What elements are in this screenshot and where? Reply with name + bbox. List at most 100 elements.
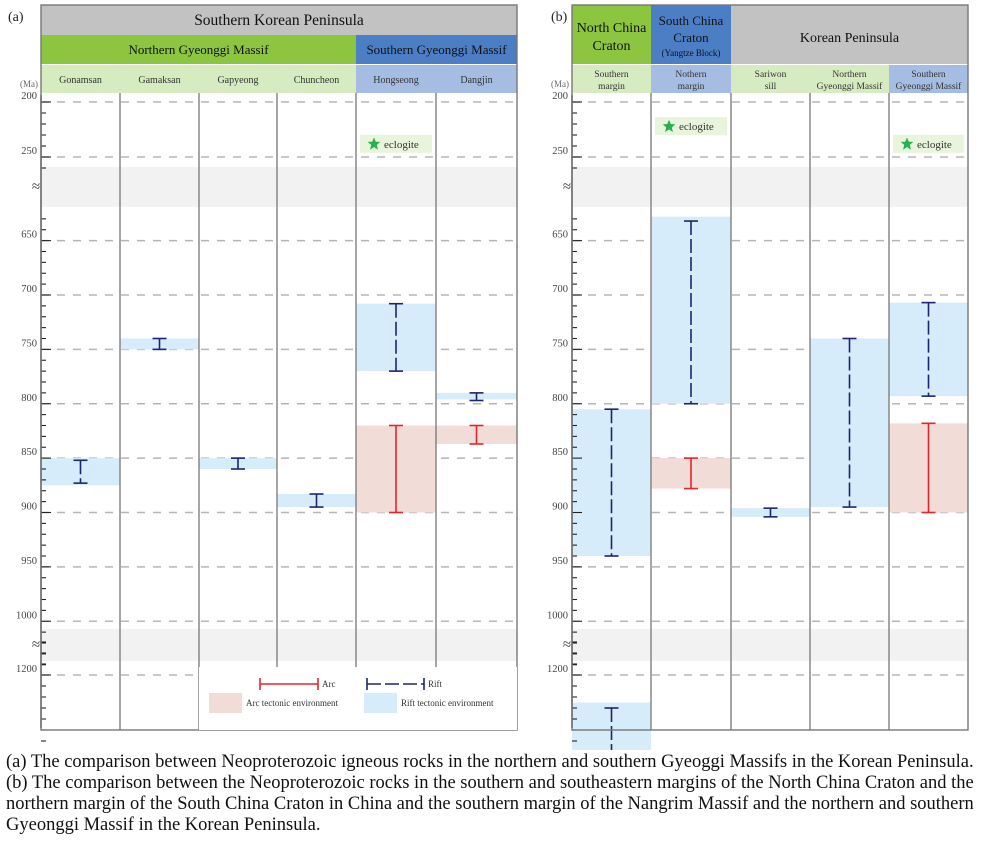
y-tick-label: 950 [552,556,568,567]
y-tick-label: 800 [552,393,568,404]
column-header: Hongseong [373,75,419,86]
y-unit-label: (Ma) [20,79,38,89]
axis-break-band [41,629,517,661]
column-header-line2: margin [598,82,625,92]
column-header: Gapyeong [217,75,258,86]
eclogite-label: eclogite [679,121,714,133]
group-header-line2: Craton [592,39,630,54]
legend-bg [199,667,517,730]
y-tick-label: 800 [21,393,37,404]
panel-label: (a) [8,10,24,25]
rift-range-bar [604,707,619,750]
column-header-bg [731,65,810,93]
y-tick-label: 850 [552,447,568,458]
column-header-line2: margin [678,82,705,92]
eclogite-box [360,134,432,153]
y-tick-label: 850 [21,447,37,458]
arc-range-bar [389,424,403,514]
eclogite-label: eclogite [917,139,952,151]
eclogite-label: eclogite [384,139,419,151]
group-header: Southern Gyeonggi Massif [366,42,507,57]
rift-range-bar [231,457,245,470]
column-header-line1: Nothern [675,70,706,80]
column-header-line2: Gyeonggi Massif [817,81,884,92]
arc-range-bar [684,457,698,490]
panel-frame [571,4,969,731]
eclogite-box [893,134,964,153]
rift-range-bar [684,220,698,405]
column-header-line1: Southern [594,70,629,80]
group-header-bg [41,35,356,64]
legend-rift-env-label: Rift tectonic environment [401,698,494,708]
column-header-line2: sill [765,82,777,92]
column-header-bg [120,65,199,93]
y-tick-label: 1000 [547,610,568,621]
column-header-bg [889,65,968,93]
y-tick-label: 650 [21,230,37,241]
column-header-line1: Northern [832,70,867,80]
column-header-bg [199,65,277,93]
rift-range-bar [469,392,484,402]
y-tick-label: 700 [552,284,568,295]
column-header-bg [572,65,651,93]
y-tick-label: 1200 [547,664,568,675]
column-header-line1: Sariwon [755,70,787,80]
column-header-bg [651,65,731,93]
group-header-line2: Craton [673,30,709,45]
y-tick-label: 900 [552,502,568,513]
legend: Arc Rift Arc tectonic environment Rift tect… [199,667,517,730]
rift-range-bar [921,301,936,397]
legend-rift-env-swatch [364,693,397,713]
y-tick-label: 250 [21,146,37,157]
group-header-bg [572,5,651,64]
column-header: Dangjin [460,75,492,86]
column-header-bg [810,65,889,93]
eclogite-box [655,117,727,136]
group-header-line1: North China [577,21,647,36]
rift-range-bar [763,507,778,518]
rift-range-bar [389,302,403,372]
y-tick-label: 1000 [16,610,37,621]
y-tick-label: 200 [552,91,568,102]
column-header-bg [436,65,517,93]
rift-range-bar [73,459,88,484]
column-header-bg [41,65,120,93]
figure-caption: (a) The comparison between Neoproterozoi… [6,752,974,835]
group-header-bg [356,35,517,64]
group-header: Northern Gyeonggi Massif [128,42,269,57]
y-tick-label: 250 [552,146,568,157]
y-tick-label: 900 [21,502,37,513]
group-header-bg [651,5,731,64]
figure-canvas: eclogite 200 250 650 700 750 800 850 900 950 1000 1… [8,4,969,750]
column-header: Gonamsan [59,75,102,86]
column-header-line2: Gyeonggi Massif [896,81,963,92]
y-tick-label: 750 [552,338,568,349]
panel-title: Southern Korean Peninsula [194,12,364,29]
legend-arc-label: Arc [322,679,336,689]
axis-break-symbol: ≈ [563,179,571,195]
y-tick-label: 750 [21,338,37,349]
rift-range-bar [152,337,167,351]
group-header-line1: South China [659,13,724,28]
legend-arc-env-label: Arc tectonic environment [246,698,338,708]
y-tick-label: 650 [552,230,568,241]
column-header-line1: Southern [911,70,946,80]
title-header-bg [41,5,517,35]
y-unit-label: (Ma) [551,79,569,89]
legend-arc-env-swatch [209,693,242,713]
y-tick-label: 200 [21,91,37,102]
column-header-bg [277,65,356,93]
group-header-sub: (Yangtze Block) [662,48,721,58]
rift-range-bar [604,408,619,557]
panel-b: eclogite eclogite 200 250 650 700 750 800 850 900… [547,4,969,750]
axis-break-band [572,167,968,207]
arc-range-bar [469,424,484,445]
y-tick-label: 950 [21,556,37,567]
column-header-bg [356,65,436,93]
legend-rift-label: Rift [428,679,443,689]
panel-a: eclogite 200 250 650 700 750 800 850 900 950 1000 1… [8,4,518,742]
column-header: Chuncheon [294,75,340,86]
y-tick-label: 1200 [16,664,37,675]
arc-range-bar [921,422,936,514]
axis-break-band [572,629,968,661]
